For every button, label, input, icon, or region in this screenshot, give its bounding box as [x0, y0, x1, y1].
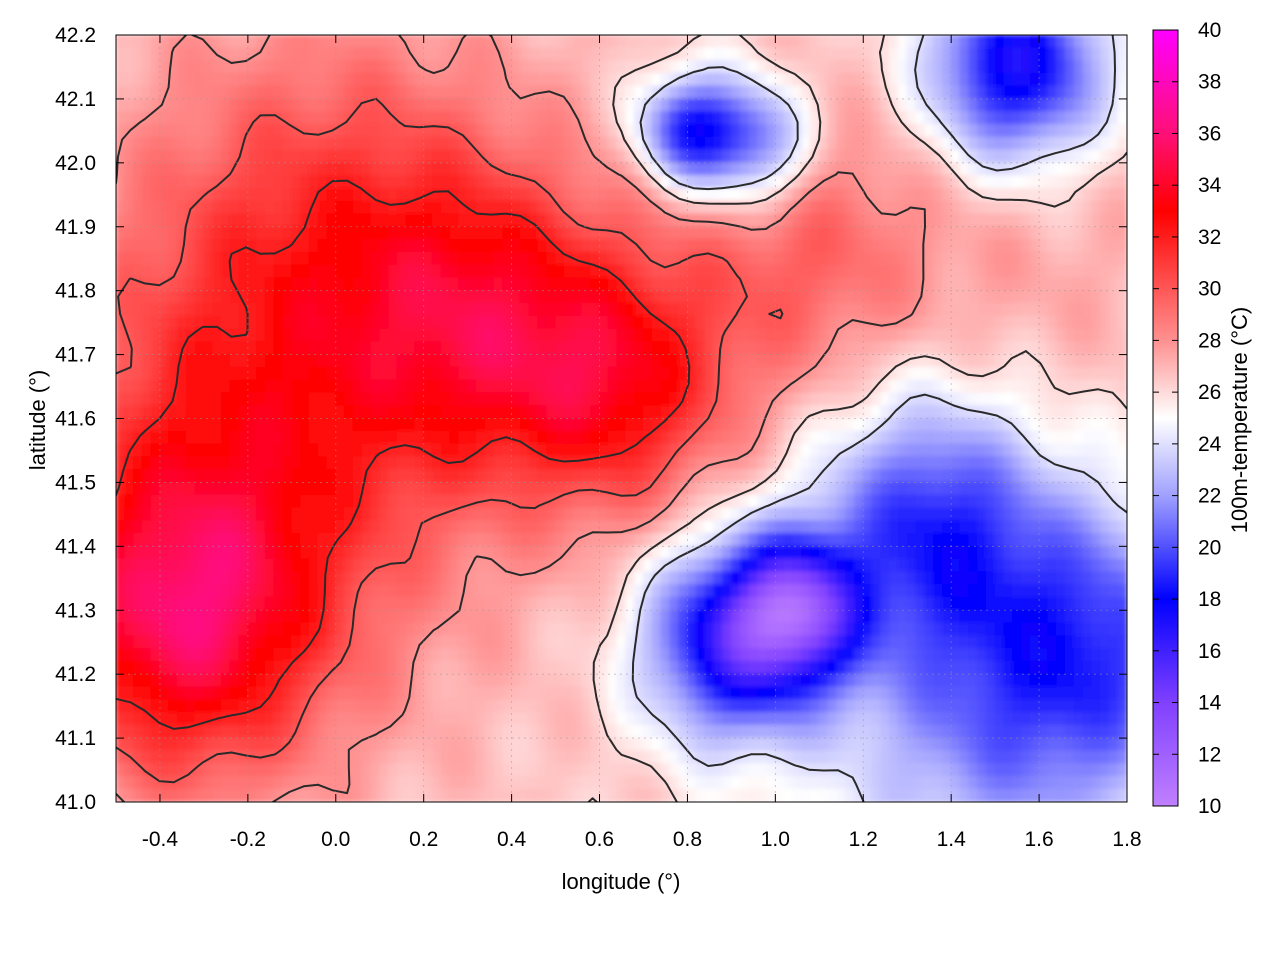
colorbar-tick-label: 24: [1198, 433, 1222, 456]
colorbar-gradient: [1152, 29, 1179, 807]
contour-line-32: [116, 179, 691, 730]
colorbar-tick-label: 28: [1198, 329, 1221, 352]
y-tick-label: 41.5: [55, 471, 96, 494]
x-tick-label: 0.8: [673, 828, 702, 851]
y-tick-label: 41.7: [55, 344, 96, 367]
x-tick-label: 0.4: [497, 828, 527, 851]
x-tick-label: 0.6: [585, 828, 614, 851]
colorbar-title: 100m-temperature (°C): [1227, 307, 1252, 533]
contour-line-28: [116, 35, 926, 802]
x-tick-label: 0.0: [321, 828, 350, 851]
y-tick-label: 42.2: [55, 24, 96, 47]
x-tick-label: 1.2: [849, 828, 878, 851]
y-tick-label: 41.8: [55, 280, 96, 303]
x-tick-label: 1.8: [1112, 828, 1141, 851]
colorbar-tick-label: 14: [1198, 692, 1222, 715]
colorbar-tick-label: 36: [1198, 122, 1221, 145]
colorbar-tick-label: 16: [1198, 640, 1221, 663]
x-tick-label: -0.4: [142, 828, 179, 851]
colorbar-tick-label: 34: [1198, 174, 1222, 197]
contour-line-26: [587, 35, 1127, 802]
heatmap-field: [116, 35, 1127, 802]
colorbar-tick-label: 40: [1198, 19, 1221, 42]
colorbar-tick-label: 22: [1198, 485, 1221, 508]
grid-lines: [116, 35, 1127, 802]
x-axis-ticks: -0.4 -0.2 0.0 0.2 0.4 0.6 0.8 1.0 1.2 1.4 1.6 1.8: [142, 35, 1142, 851]
colorbar: 10 12 14 16 18 20 22 24 26 28 30 32 34 36 38 40: [1152, 19, 1222, 818]
y-tick-label: 41.4: [55, 535, 96, 558]
colorbar-tick-label: 18: [1198, 588, 1221, 611]
x-tick-label: 0.2: [409, 828, 438, 851]
x-tick-label: -0.2: [230, 828, 266, 851]
y-axis-title: latitude (°): [25, 370, 50, 471]
colorbar-tick-label: 12: [1198, 743, 1221, 766]
colorbar-tick-label: 32: [1198, 226, 1221, 249]
y-tick-label: 41.9: [55, 216, 96, 239]
y-tick-label: 42.1: [55, 88, 96, 111]
x-tick-label: 1.4: [937, 828, 967, 851]
contour-line-30: [116, 97, 784, 784]
y-tick-label: 41.2: [55, 663, 96, 686]
y-tick-label: 41.1: [55, 727, 96, 750]
y-axis-ticks: 41.0 41.1 41.2 41.3 41.4 41.5 41.6 41.7 41.8 41.9…: [55, 24, 1127, 814]
colorbar-tick-label: 20: [1198, 536, 1221, 559]
colorbar-ticks: 10 12 14 16 18 20 22 24 26 28 30 32 34 36 38 40: [1153, 19, 1222, 818]
contour-line-24: [631, 35, 1127, 802]
y-tick-label: 41.0: [55, 791, 96, 814]
y-tick-label: 41.3: [55, 599, 96, 622]
colorbar-tick-label: 38: [1198, 71, 1221, 94]
colorbar-tick-label: 30: [1198, 278, 1221, 301]
y-tick-label: 41.6: [55, 408, 96, 431]
colorbar-tick-label: 10: [1198, 795, 1221, 818]
contour-lines: [116, 35, 1127, 802]
x-axis-title: longitude (°): [562, 869, 681, 894]
y-tick-label: 42.0: [55, 152, 96, 175]
x-tick-label: 1.0: [761, 828, 790, 851]
x-tick-label: 1.6: [1024, 828, 1053, 851]
colorbar-tick-label: 26: [1198, 381, 1221, 404]
